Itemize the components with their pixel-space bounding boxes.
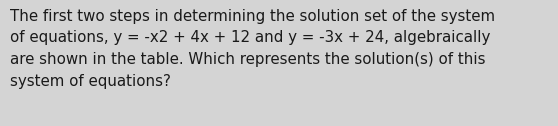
Text: The first two steps in determining the solution set of the system
of equations, : The first two steps in determining the s… [10, 9, 495, 89]
